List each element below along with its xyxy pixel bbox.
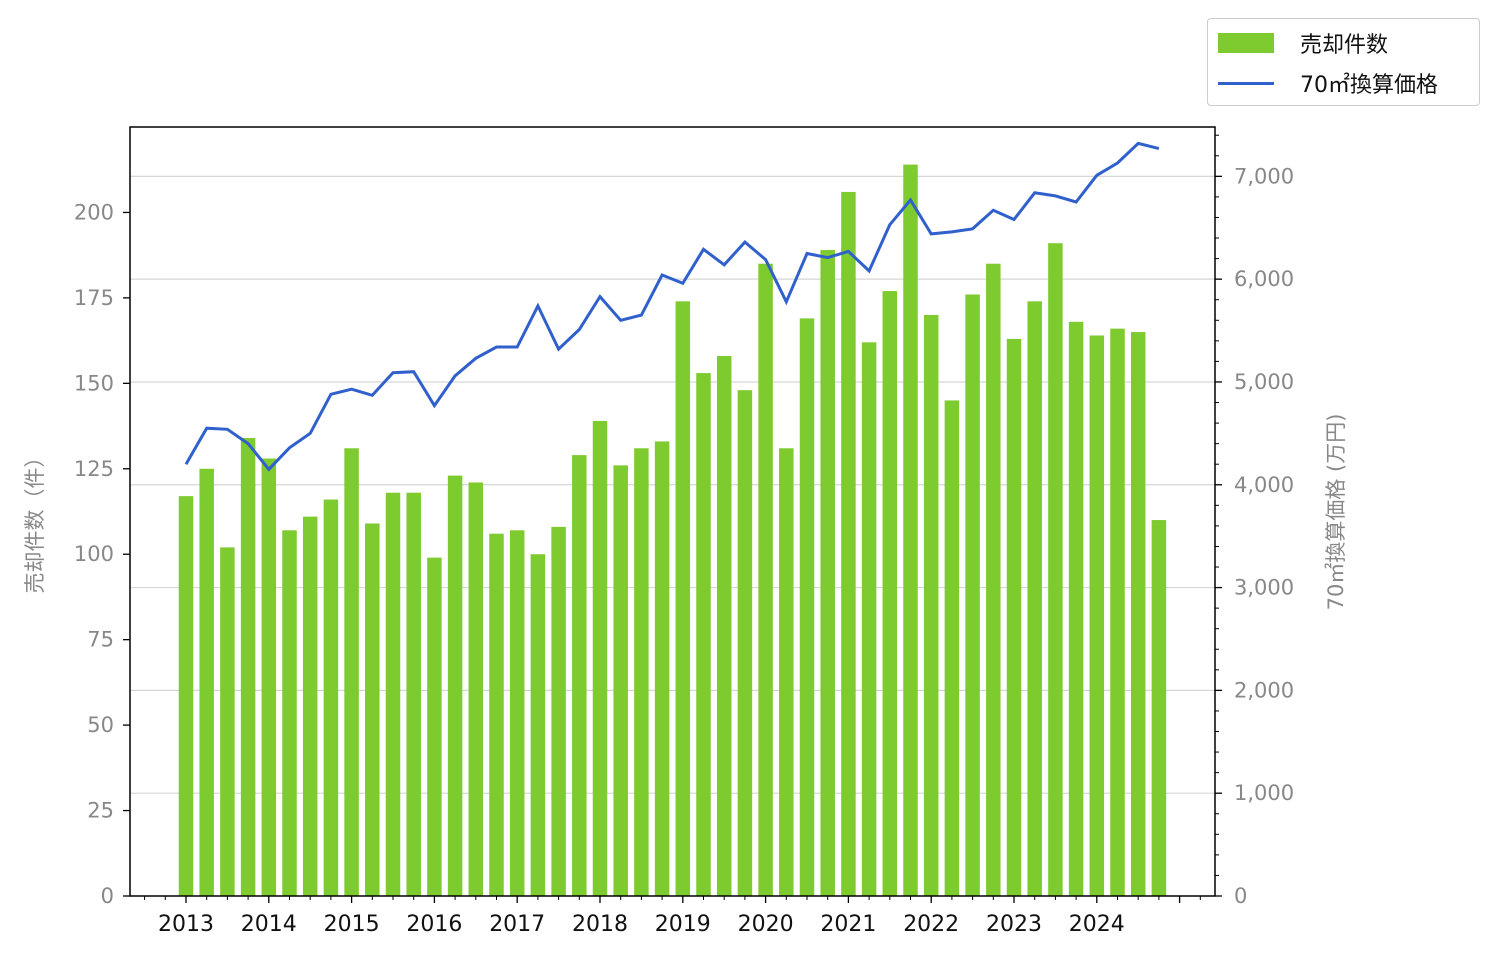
bar-39 bbox=[986, 263, 1001, 896]
bar-13 bbox=[447, 475, 463, 896]
bar-5 bbox=[282, 530, 297, 896]
bar-6 bbox=[302, 516, 318, 896]
bar-19 bbox=[572, 455, 587, 896]
bar-45 bbox=[1110, 328, 1125, 896]
left-tick-label-0: 0 bbox=[101, 884, 114, 908]
bar-8 bbox=[344, 448, 359, 896]
bar-37 bbox=[944, 400, 960, 896]
bar-1 bbox=[199, 468, 214, 896]
x-tick-label-7: 2020 bbox=[738, 912, 794, 937]
left-tick-label-4: 100 bbox=[74, 542, 114, 566]
x-axis: 2013 2014 2015 2016 2017 2018 2019 2020 2021 2022… bbox=[144, 896, 1201, 937]
bar-24 bbox=[675, 301, 691, 897]
bar-15 bbox=[489, 533, 504, 896]
bar-14 bbox=[468, 482, 484, 896]
bar-27 bbox=[737, 390, 753, 896]
bar-21 bbox=[613, 465, 628, 896]
x-tick-label-3: 2016 bbox=[406, 912, 462, 937]
bar-0 bbox=[178, 496, 194, 896]
left-tick-label-6: 150 bbox=[74, 371, 114, 395]
bar-41 bbox=[1027, 301, 1042, 897]
bar-34 bbox=[882, 291, 898, 896]
left-tick-label-2: 50 bbox=[87, 713, 114, 737]
x-tick-label-10: 2023 bbox=[986, 912, 1042, 937]
bar-33 bbox=[861, 342, 877, 896]
left-tick-label-7: 175 bbox=[74, 286, 114, 310]
legend-swatch-bars bbox=[1218, 33, 1274, 53]
bar-16 bbox=[509, 530, 525, 896]
bar-32 bbox=[841, 191, 856, 897]
bar-26 bbox=[716, 355, 732, 897]
left-axis-label: 売却件数（件） bbox=[23, 446, 47, 594]
bar-4 bbox=[261, 458, 277, 896]
bar-35 bbox=[903, 164, 918, 896]
bar-47 bbox=[1151, 520, 1167, 896]
right-tick-label-7: 7,000 bbox=[1234, 164, 1294, 188]
right-tick-label-2: 2,000 bbox=[1234, 678, 1294, 702]
legend-item-line: 70㎡換算価格 bbox=[1218, 71, 1438, 98]
left-tick-label-1: 25 bbox=[87, 799, 114, 823]
right-tick-label-1: 1,000 bbox=[1234, 781, 1294, 805]
bar-29 bbox=[779, 448, 794, 896]
right-tick-label-3: 3,000 bbox=[1234, 576, 1294, 600]
right-axis: 0 1,000 2,000 3,000 4,000 5,000 6,000 7,000 bbox=[1215, 134, 1294, 908]
bar-10 bbox=[385, 492, 401, 896]
bar-2 bbox=[220, 547, 235, 896]
x-tick-label-1: 2014 bbox=[241, 912, 297, 937]
left-axis: 0 25 50 75 100 125 150 175 200 bbox=[74, 200, 130, 908]
left-tick-label-8: 200 bbox=[74, 200, 114, 224]
bar-12 bbox=[427, 557, 442, 896]
right-tick-label-0: 0 bbox=[1234, 884, 1247, 908]
x-tick-label-11: 2024 bbox=[1069, 912, 1125, 937]
right-axis-label: 70㎡換算価格 (万円) bbox=[1324, 413, 1348, 611]
bar-18 bbox=[551, 526, 566, 896]
legend-label-line: 70㎡換算価格 bbox=[1300, 73, 1438, 98]
bar-series bbox=[178, 164, 1167, 897]
bar-36 bbox=[923, 314, 939, 896]
right-tick-label-5: 5,000 bbox=[1234, 370, 1294, 394]
x-tick-label-5: 2018 bbox=[572, 912, 628, 937]
left-tick-label-5: 125 bbox=[74, 457, 114, 481]
bar-22 bbox=[634, 448, 649, 896]
bar-7 bbox=[323, 499, 339, 896]
plot-frame bbox=[129, 126, 1216, 897]
bar-30 bbox=[799, 318, 815, 896]
legend: 売却件数 70㎡換算価格 bbox=[1207, 18, 1480, 106]
bar-31 bbox=[820, 250, 835, 897]
bar-46 bbox=[1130, 332, 1146, 897]
x-tick-label-9: 2022 bbox=[903, 912, 959, 937]
bar-44 bbox=[1089, 335, 1105, 896]
legend-label-bars: 売却件数 bbox=[1300, 33, 1389, 58]
legend-swatch-line bbox=[1218, 81, 1274, 85]
price-line bbox=[184, 141, 1160, 472]
legend-item-bars: 売却件数 bbox=[1218, 31, 1388, 58]
bar-17 bbox=[530, 554, 546, 896]
bar-38 bbox=[965, 294, 980, 897]
bar-9 bbox=[365, 523, 380, 896]
x-tick-label-8: 2021 bbox=[820, 912, 876, 937]
x-tick-label-0: 2013 bbox=[158, 912, 214, 937]
bar-20 bbox=[592, 420, 608, 896]
right-tick-label-6: 6,000 bbox=[1234, 267, 1294, 291]
bar-3 bbox=[240, 438, 256, 896]
x-tick-label-6: 2019 bbox=[655, 912, 711, 937]
bar-25 bbox=[696, 373, 711, 897]
bar-42 bbox=[1048, 243, 1063, 896]
bar-40 bbox=[1006, 338, 1022, 896]
left-tick-label-3: 75 bbox=[87, 628, 114, 652]
x-tick-label-4: 2017 bbox=[489, 912, 545, 937]
bar-28 bbox=[758, 263, 773, 896]
x-tick-label-2: 2015 bbox=[324, 912, 380, 937]
bar-23 bbox=[654, 441, 670, 896]
bar-43 bbox=[1068, 321, 1084, 896]
right-tick-label-4: 4,000 bbox=[1234, 473, 1294, 497]
bar-11 bbox=[406, 492, 421, 896]
